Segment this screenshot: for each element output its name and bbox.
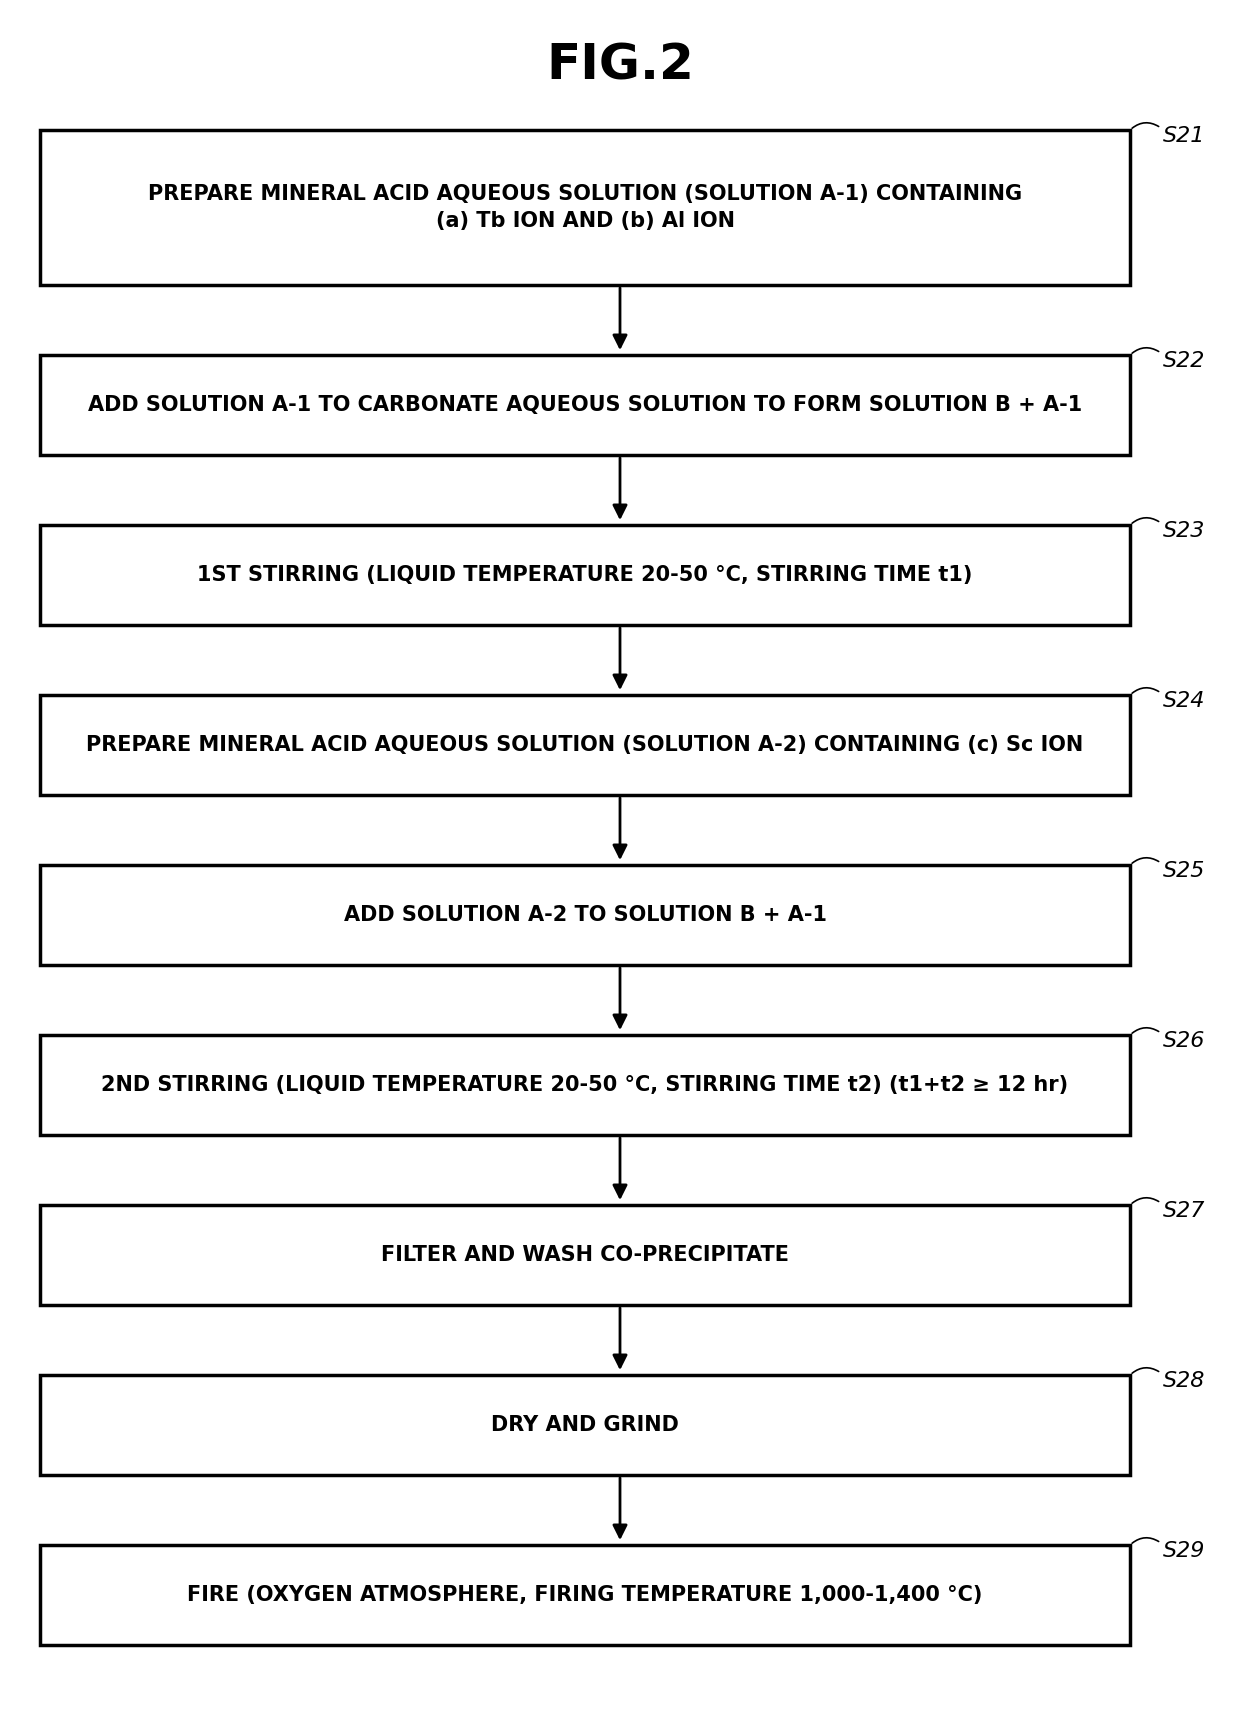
- Bar: [40, 131, 1130, 285]
- Bar: [40, 1545, 1130, 1645]
- Text: FIRE (OXYGEN ATMOSPHERE, FIRING TEMPERATURE 1,000-1,400 °C): FIRE (OXYGEN ATMOSPHERE, FIRING TEMPERAT…: [187, 1585, 982, 1606]
- Text: FIG.2: FIG.2: [546, 41, 694, 89]
- Text: S22: S22: [1163, 351, 1205, 371]
- Text: DRY AND GRIND: DRY AND GRIND: [491, 1415, 680, 1435]
- Text: S27: S27: [1163, 1202, 1205, 1220]
- Text: S23: S23: [1163, 521, 1205, 541]
- Text: ADD SOLUTION A-2 TO SOLUTION B + A-1: ADD SOLUTION A-2 TO SOLUTION B + A-1: [343, 904, 827, 925]
- Bar: [40, 865, 1130, 964]
- Text: S28: S28: [1163, 1372, 1205, 1391]
- Text: 2ND STIRRING (LIQUID TEMPERATURE 20-50 °C, STIRRING TIME t2) (t1+t2 ≥ 12 hr): 2ND STIRRING (LIQUID TEMPERATURE 20-50 °…: [102, 1074, 1069, 1095]
- Text: PREPARE MINERAL ACID AQUEOUS SOLUTION (SOLUTION A-2) CONTAINING (c) Sc ION: PREPARE MINERAL ACID AQUEOUS SOLUTION (S…: [87, 736, 1084, 755]
- Text: S24: S24: [1163, 691, 1205, 712]
- Text: S26: S26: [1163, 1031, 1205, 1050]
- Text: 1ST STIRRING (LIQUID TEMPERATURE 20-50 °C, STIRRING TIME t1): 1ST STIRRING (LIQUID TEMPERATURE 20-50 °…: [197, 566, 972, 584]
- Text: FILTER AND WASH CO-PRECIPITATE: FILTER AND WASH CO-PRECIPITATE: [381, 1245, 789, 1265]
- Text: S21: S21: [1163, 125, 1205, 146]
- Text: ADD SOLUTION A-1 TO CARBONATE AQUEOUS SOLUTION TO FORM SOLUTION B + A-1: ADD SOLUTION A-1 TO CARBONATE AQUEOUS SO…: [88, 395, 1083, 414]
- Bar: [40, 524, 1130, 626]
- Bar: [40, 694, 1130, 794]
- Bar: [40, 356, 1130, 456]
- Text: PREPARE MINERAL ACID AQUEOUS SOLUTION (SOLUTION A-1) CONTAINING
(a) Tb ION AND (: PREPARE MINERAL ACID AQUEOUS SOLUTION (S…: [148, 184, 1022, 230]
- Bar: [40, 1375, 1130, 1475]
- Text: S29: S29: [1163, 1540, 1205, 1561]
- Text: S25: S25: [1163, 861, 1205, 882]
- Bar: [40, 1205, 1130, 1305]
- Bar: [40, 1035, 1130, 1135]
